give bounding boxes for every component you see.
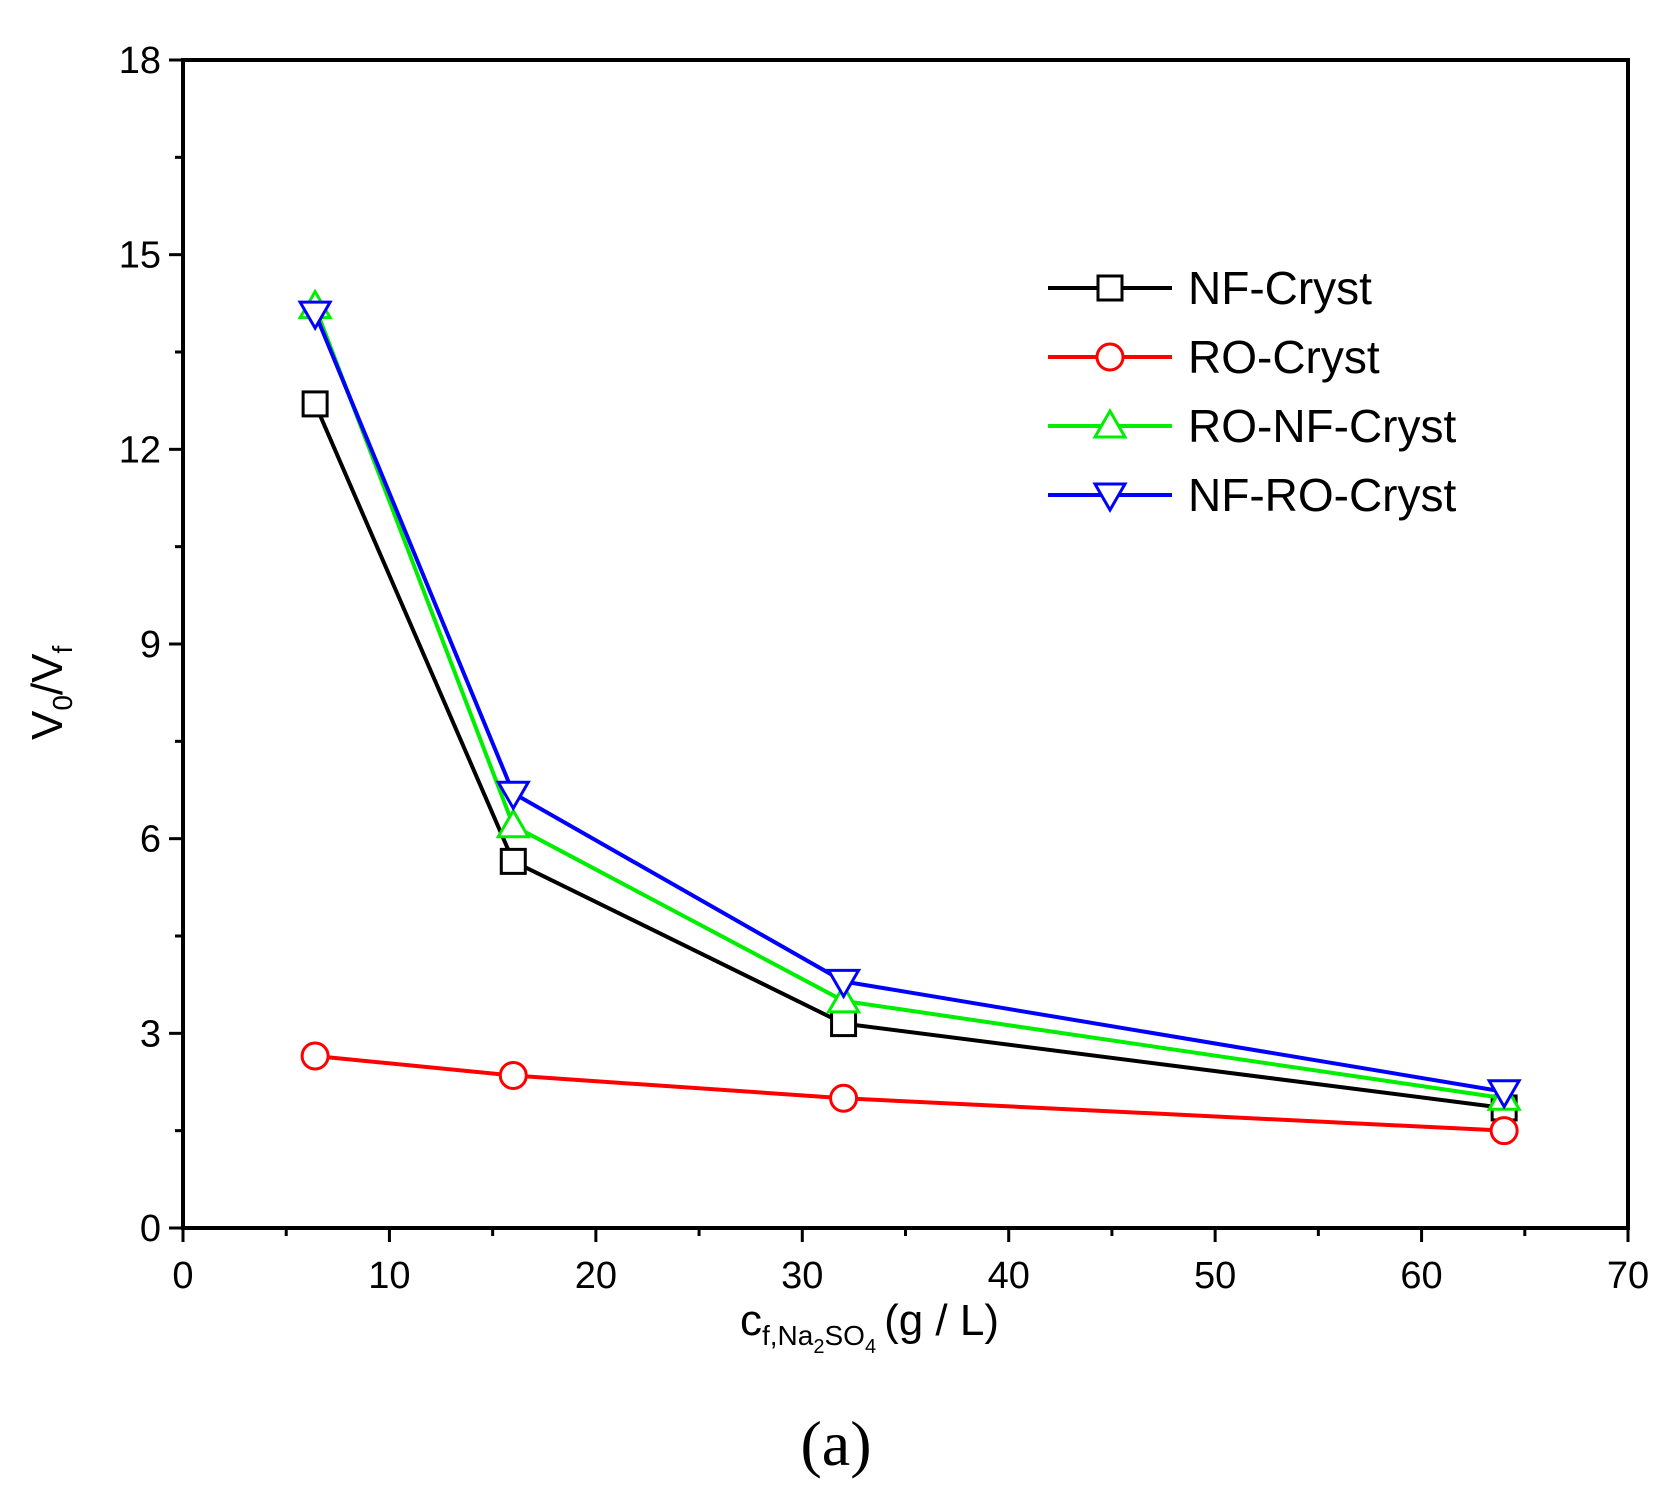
x-tick-label: 10	[368, 1255, 410, 1297]
x-axis-title: cf,Na2SO4(g / L)	[740, 1296, 999, 1358]
x-tick-label: 40	[988, 1255, 1030, 1297]
series-line-nf-cryst	[313, 403, 1505, 1110]
legend-label: NF-RO-Cryst	[1188, 469, 1456, 521]
data-point-nf-ro-cryst	[495, 780, 531, 812]
legend-item-nf-ro-cryst: NF-RO-Cryst	[1048, 469, 1456, 521]
legend-marker	[1092, 407, 1128, 439]
y-axis-title: V0/Vf	[23, 645, 78, 740]
legend-item-ro-nf-cryst: RO-NF-Cryst	[1048, 400, 1456, 452]
legend-label: RO-NF-Cryst	[1188, 400, 1456, 452]
y-tick-label: 12	[119, 429, 161, 471]
y-tick-label: 18	[119, 40, 161, 82]
data-point-nf-ro-cryst	[825, 968, 862, 1000]
panel-label: (a)	[800, 1408, 871, 1479]
x-tick-label: 20	[575, 1255, 617, 1297]
legend-marker	[1096, 274, 1124, 302]
data-point-nf-cryst	[499, 847, 527, 875]
legend-item-ro-cryst: RO-Cryst	[1048, 331, 1380, 383]
y-tick-label: 6	[140, 819, 161, 861]
data-point-nf-ro-cryst	[297, 300, 333, 332]
data-point-ro-nf-cryst	[495, 807, 531, 839]
y-tick-label: 15	[119, 235, 161, 277]
data-point-nf-ro-cryst	[1486, 1079, 1522, 1110]
x-tick-label: 70	[1607, 1255, 1649, 1297]
series-line-nf-ro-cryst	[313, 312, 1505, 1094]
data-point-ro-cryst	[300, 1041, 330, 1071]
y-tick-label: 3	[140, 1013, 161, 1055]
legend-item-nf-cryst: NF-Cryst	[1048, 262, 1372, 314]
series-line-ro-cryst	[314, 1054, 1505, 1133]
series-ro-cryst	[300, 1041, 1519, 1146]
legend-marker	[1092, 482, 1128, 514]
data-point-nf-cryst	[301, 390, 329, 418]
series-line-ro-nf-cryst	[313, 305, 1505, 1101]
legend-marker	[1095, 342, 1125, 372]
series-nf-ro-cryst	[297, 300, 1522, 1110]
legend-label: NF-Cryst	[1188, 262, 1372, 314]
x-tick-label: 0	[172, 1255, 193, 1297]
x-tick-label: 60	[1400, 1255, 1442, 1297]
legend: NF-Cryst RO-Cryst RO-NF-Cryst NF-RO-Cryst	[1048, 262, 1456, 521]
legend-label: RO-Cryst	[1188, 331, 1380, 383]
x-tick-label: 50	[1194, 1255, 1236, 1297]
plot-frame	[181, 58, 1630, 1230]
data-point-ro-cryst	[1489, 1116, 1519, 1146]
data-point-ro-cryst	[829, 1083, 859, 1113]
data-point-nf-cryst	[830, 1010, 858, 1038]
y-tick-label: 9	[140, 624, 161, 666]
y-tick-label: 0	[140, 1208, 161, 1250]
data-point-ro-cryst	[498, 1061, 528, 1091]
x-tick-label: 30	[781, 1255, 823, 1297]
